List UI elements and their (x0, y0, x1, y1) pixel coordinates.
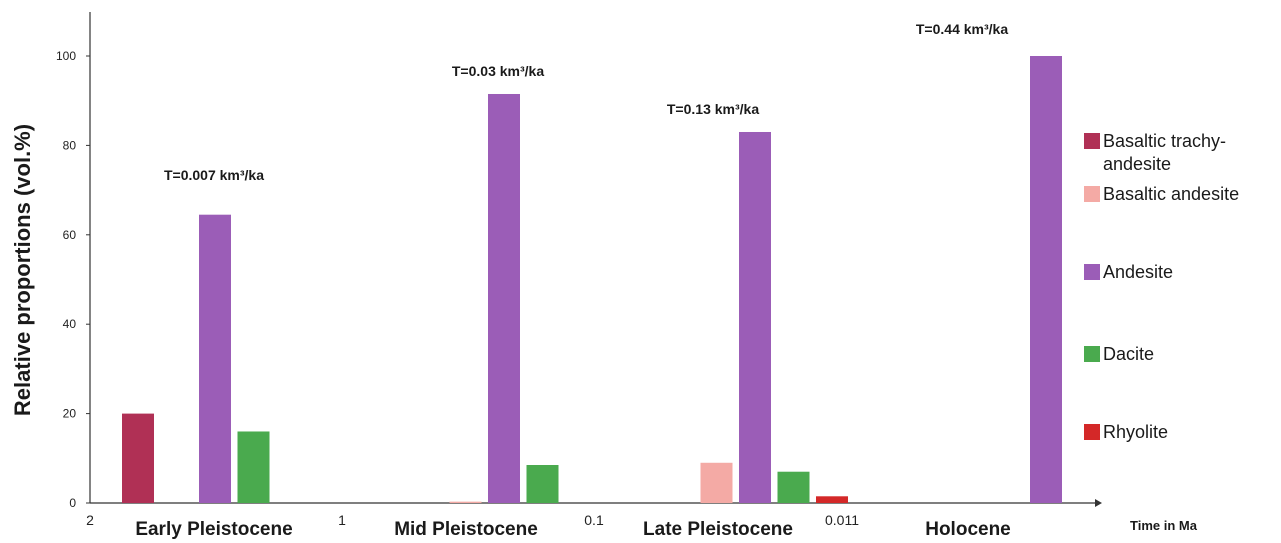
period-label: Holocene (925, 519, 1011, 540)
y-tick-label: 100 (56, 49, 76, 63)
legend-label: Andesite (1103, 262, 1173, 282)
bar (122, 413, 154, 503)
legend-label: andesite (1103, 154, 1171, 174)
legend: Basaltic trachy-andesite Basaltic andesit… (1084, 131, 1239, 442)
period-label: Late Pleistocene (643, 519, 793, 540)
legend-swatch (1084, 264, 1100, 280)
y-tick-label: 0 (69, 496, 76, 510)
legend-label: Basaltic trachy- (1103, 131, 1226, 151)
x-axis-label: Time in Ma (1130, 518, 1198, 533)
boundary-label: 2 (86, 512, 94, 528)
flux-annotation: T=0.44 km³/ka (916, 21, 1008, 37)
labels: 2 1 0.1 0.011 Early Pleistocene Mid Pleistoce… (10, 21, 1198, 540)
bar (1030, 56, 1062, 503)
bar (816, 496, 848, 503)
legend-swatch (1084, 186, 1100, 202)
bar (449, 501, 482, 503)
bar (237, 431, 270, 503)
y-tick-label: 60 (63, 228, 77, 242)
legend-swatch (1084, 133, 1100, 149)
bar (199, 214, 231, 503)
boundary-label: 0.011 (825, 512, 859, 528)
period-label: Mid Pleistocene (394, 519, 538, 540)
boundary-label: 0.1 (584, 512, 604, 528)
bar (526, 465, 559, 503)
flux-annotation: T=0.007 km³/ka (164, 167, 264, 183)
y-tick-label: 40 (63, 317, 77, 331)
legend-label: Basaltic andesite (1103, 184, 1239, 204)
legend-swatch (1084, 424, 1100, 440)
flux-annotation: T=0.03 km³/ka (452, 63, 544, 79)
y-axis-label: Relative proportions (vol.%) (10, 124, 35, 416)
flux-annotation: T=0.13 km³/ka (667, 101, 759, 117)
legend-label: Dacite (1103, 344, 1154, 364)
bar (700, 462, 733, 503)
period-label: Early Pleistocene (135, 519, 292, 540)
x-axis-arrow (1095, 499, 1102, 507)
bars (122, 56, 1062, 504)
bar (739, 131, 771, 504)
legend-swatch (1084, 346, 1100, 362)
boundary-label: 1 (338, 512, 346, 528)
y-tick-label: 80 (63, 138, 77, 152)
bar (488, 93, 520, 504)
bar (777, 471, 810, 503)
legend-label: Rhyolite (1103, 422, 1168, 442)
y-tick-label: 20 (63, 407, 77, 421)
